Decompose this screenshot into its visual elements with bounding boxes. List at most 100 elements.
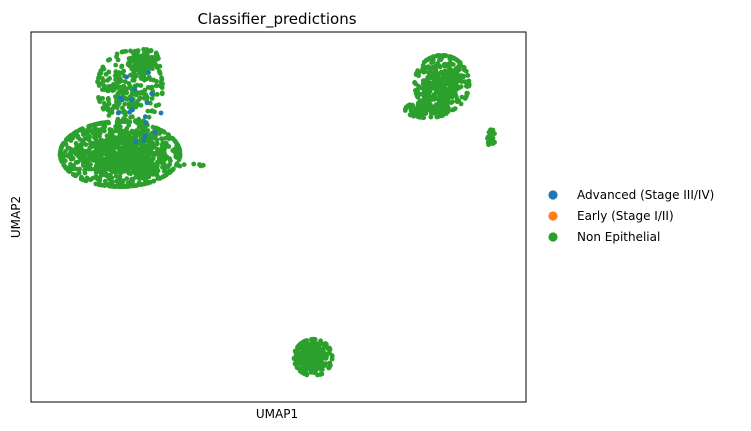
scatter-point-non-epithelial — [97, 72, 102, 77]
scatter-point-non-epithelial — [117, 84, 122, 90]
scatter-point-non-epithelial — [454, 99, 460, 105]
scatter-point-non-epithelial — [80, 151, 86, 157]
scatter-point-non-epithelial — [162, 135, 168, 141]
scatter-point-non-epithelial — [141, 70, 146, 76]
legend-label-advanced: Advanced (Stage III/IV) — [577, 188, 714, 202]
scatter-point-non-epithelial — [120, 179, 126, 185]
scatter-point-non-epithelial — [291, 355, 297, 361]
scatter-point-non-epithelial — [166, 136, 172, 142]
scatter-point-non-epithelial — [154, 91, 160, 97]
scatter-point-non-epithelial — [111, 165, 117, 171]
scatter-point-non-epithelial — [324, 351, 330, 357]
scatter-point-non-epithelial — [444, 92, 449, 98]
legend-item-advanced: Advanced (Stage III/IV) — [548, 188, 714, 202]
scatter-point-non-epithelial — [83, 142, 89, 148]
scatter-point-non-epithelial — [81, 128, 86, 134]
scatter-point-non-epithelial — [321, 345, 327, 351]
scatter-point-non-epithelial — [308, 353, 314, 359]
scatter-point-non-epithelial — [126, 167, 131, 172]
scatter-point-non-epithelial — [73, 151, 79, 157]
scatter-point-non-epithelial — [88, 128, 94, 134]
scatter-point-non-epithelial — [97, 133, 102, 139]
scatter-point-non-epithelial — [135, 130, 141, 136]
scatter-point-non-epithelial — [133, 100, 139, 106]
scatter-point-non-epithelial — [405, 103, 411, 109]
scatter-point-non-epithelial — [149, 55, 155, 60]
scatter-point-non-epithelial — [325, 346, 331, 352]
legend-item-early: Early (Stage I/II) — [548, 209, 674, 223]
scatter-point-non-epithelial — [83, 178, 89, 184]
scatter-point-non-epithelial — [121, 83, 127, 89]
scatter-point-non-epithelial — [105, 88, 111, 94]
scatter-point-non-epithelial — [58, 146, 64, 152]
scatter-point-non-epithelial — [114, 105, 120, 111]
scatter-point-non-epithelial — [174, 144, 180, 149]
scatter-point-non-epithelial — [90, 157, 96, 163]
scatter-point-non-epithelial — [425, 107, 431, 113]
scatter-point-non-epithelial — [319, 350, 325, 355]
scatter-point-non-epithelial — [114, 184, 120, 190]
scatter-point-non-epithelial — [109, 127, 114, 133]
scatter-point-non-epithelial — [422, 64, 428, 70]
scatter-point-non-epithelial — [197, 162, 202, 167]
scatter-point-non-epithelial — [422, 69, 428, 74]
scatter-point-non-epithelial — [434, 53, 440, 59]
y-axis-label: UMAP2 — [9, 196, 23, 238]
scatter-point-non-epithelial — [150, 172, 156, 177]
scatter-point-non-epithelial — [312, 359, 318, 364]
legend-label-early: Early (Stage I/II) — [577, 209, 674, 223]
scatter-point-non-epithelial — [134, 82, 140, 88]
scatter-point-non-epithelial — [306, 361, 312, 367]
scatter-point-non-epithelial — [130, 176, 136, 182]
scatter-point-non-epithelial — [104, 155, 110, 161]
scatter-point-non-epithelial — [111, 134, 116, 140]
scatter-point-non-epithelial — [303, 356, 309, 362]
scatter-point-non-epithelial — [295, 360, 300, 366]
scatter-point-non-epithelial — [141, 58, 147, 64]
scatter-point-non-epithelial — [82, 170, 88, 176]
scatter-point-non-epithelial — [146, 180, 152, 186]
scatter-point-non-epithelial — [304, 351, 310, 356]
scatter-point-non-epithelial — [149, 108, 155, 114]
scatter-point-non-epithelial — [128, 137, 134, 143]
scatter-point-non-epithelial — [159, 147, 164, 152]
scatter-point-non-epithelial — [106, 101, 112, 107]
scatter-point-non-epithelial — [135, 52, 140, 57]
scatter-point-non-epithelial — [125, 156, 131, 161]
scatter-point-non-epithelial — [73, 141, 79, 146]
scatter-point-non-epithelial — [329, 356, 335, 362]
scatter-point-non-epithelial — [445, 80, 451, 86]
scatter-point-non-epithelial — [322, 363, 328, 368]
scatter-point-non-epithelial — [149, 96, 155, 101]
scatter-point-advanced — [146, 70, 152, 75]
scatter-point-non-epithelial — [456, 76, 462, 82]
scatter-point-non-epithelial — [126, 60, 131, 66]
scatter-point-non-epithelial — [434, 89, 440, 95]
scatter-point-non-epithelial — [450, 107, 456, 113]
scatter-point-non-epithelial — [65, 145, 71, 151]
scatter-point-non-epithelial — [155, 176, 161, 181]
scatter-point-non-epithelial — [465, 73, 471, 78]
scatter-point-non-epithelial — [128, 86, 134, 92]
scatter-point-non-epithelial — [76, 170, 82, 176]
scatter-point-non-epithelial — [410, 102, 415, 108]
scatter-point-non-epithelial — [424, 99, 430, 104]
scatter-point-non-epithelial — [117, 166, 123, 172]
scatter-point-non-epithelial — [96, 96, 102, 102]
scatter-point-non-epithelial — [128, 114, 134, 120]
legend-label-non-epithelial: Non Epithelial — [577, 230, 660, 244]
scatter-point-non-epithelial — [154, 141, 160, 147]
scatter-point-non-epithelial — [117, 176, 123, 182]
scatter-point-non-epithelial — [78, 142, 84, 147]
scatter-point-non-epithelial — [438, 69, 444, 75]
scatter-point-non-epithelial — [126, 183, 132, 189]
scatter-point-non-epithelial — [135, 166, 141, 172]
scatter-point-non-epithelial — [91, 143, 97, 149]
scatter-point-non-epithelial — [144, 53, 150, 59]
scatter-point-advanced — [141, 137, 147, 143]
scatter-point-non-epithelial — [145, 60, 151, 65]
scatter-point-non-epithelial — [435, 108, 441, 114]
scatter-point-non-epithelial — [156, 128, 162, 134]
scatter-point-non-epithelial — [101, 100, 107, 106]
